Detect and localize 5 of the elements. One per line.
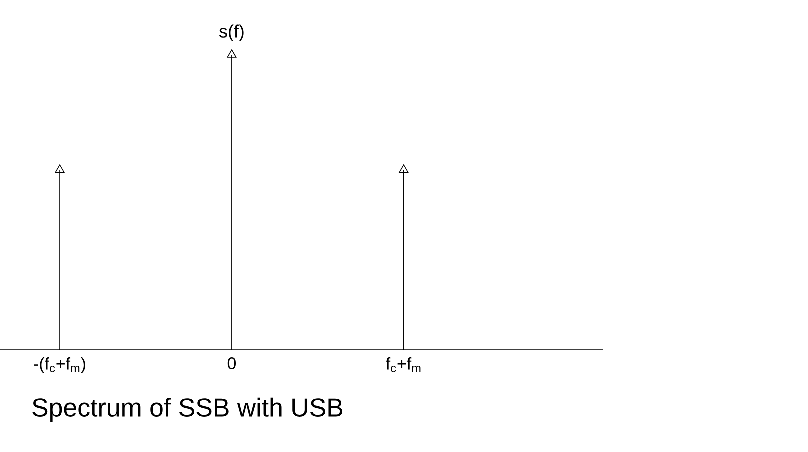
x-tick-label: f$_{c}$+f$_{m}$	[386, 358, 421, 372]
y-axis-title: s(f)	[220, 24, 244, 42]
text: Spectrum of SSB with USB	[32, 398, 343, 422]
x-tick-label: -(f$_{c}$+f$_{m}$)	[34, 358, 86, 374]
x-tick-label: 0	[228, 358, 236, 370]
